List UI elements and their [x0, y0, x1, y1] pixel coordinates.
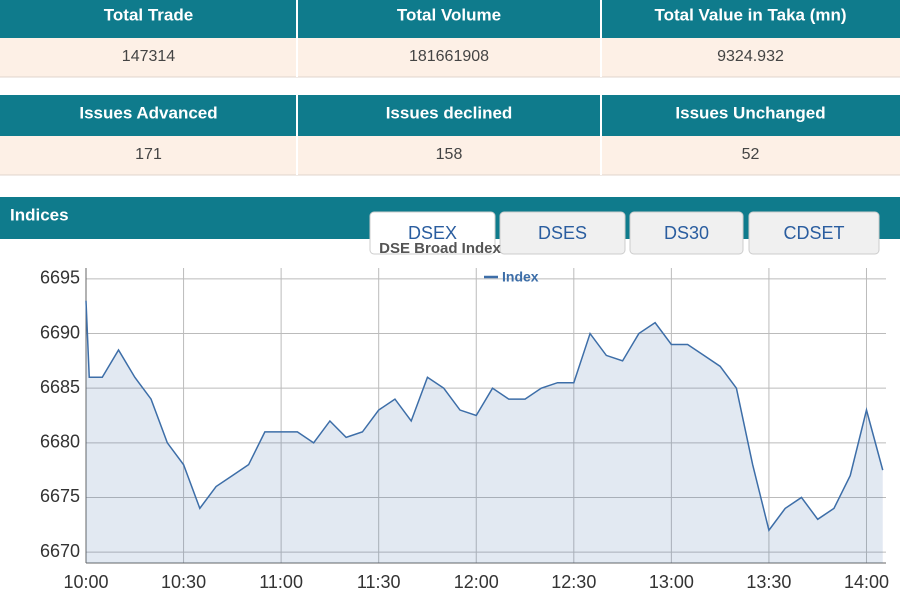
area: [86, 300, 883, 563]
header-cell: Issues Advanced: [79, 103, 217, 122]
x-tick-label: 12:30: [551, 572, 596, 592]
data-cell: 171: [135, 146, 162, 163]
tab[interactable]: [369, 211, 496, 255]
y-tick-label: 6675: [40, 486, 80, 506]
y-tick-label: 6685: [40, 377, 80, 397]
data-cell: 147314: [122, 48, 175, 65]
header-cell: Total Volume: [397, 5, 501, 24]
x-tick-label: 10:30: [161, 572, 206, 592]
y-tick-label: 6695: [40, 268, 80, 288]
tab-label[interactable]: DSES: [538, 223, 587, 243]
table-row: [0, 38, 900, 77]
table-header: [0, 95, 900, 136]
table-row: [0, 136, 900, 175]
header-cell: Total Trade: [104, 5, 193, 24]
tab[interactable]: [748, 211, 880, 255]
x-tick-label: 12:00: [454, 572, 499, 592]
data-cell: 158: [436, 146, 463, 163]
data-cell: 52: [742, 146, 760, 163]
y-tick-label: 6690: [40, 322, 80, 342]
header-cell: Total Value in Taka (mn): [654, 5, 846, 24]
section-title: Indices: [10, 205, 69, 224]
line: [85, 300, 884, 532]
chart-panel: [0, 238, 900, 600]
x-tick-label: 13:30: [746, 572, 791, 592]
tab-label[interactable]: DS30: [664, 223, 709, 243]
header-cell: Issues Unchanged: [675, 103, 825, 122]
y-tick-label: 6670: [40, 541, 80, 561]
data-cell: 9324.932: [717, 48, 784, 65]
data-cell: 181661908: [409, 48, 489, 65]
tab[interactable]: [499, 211, 626, 255]
tab-label[interactable]: DSEX: [408, 223, 457, 243]
x-tick-label: 10:00: [63, 572, 108, 592]
y-tick-label: 6680: [40, 432, 80, 452]
x-tick-label: 13:00: [649, 572, 694, 592]
x-tick-label: 11:30: [357, 572, 401, 592]
table-header: [0, 0, 900, 38]
chart-title: DSE Broad Index: [379, 240, 501, 257]
x-tick-label: 14:00: [844, 572, 889, 592]
tab-label[interactable]: CDSET: [783, 223, 844, 243]
tab[interactable]: [629, 211, 744, 255]
legend-label: Index: [502, 269, 539, 285]
header-cell: Issues declined: [386, 103, 513, 122]
x-tick-label: 11:00: [259, 572, 303, 592]
